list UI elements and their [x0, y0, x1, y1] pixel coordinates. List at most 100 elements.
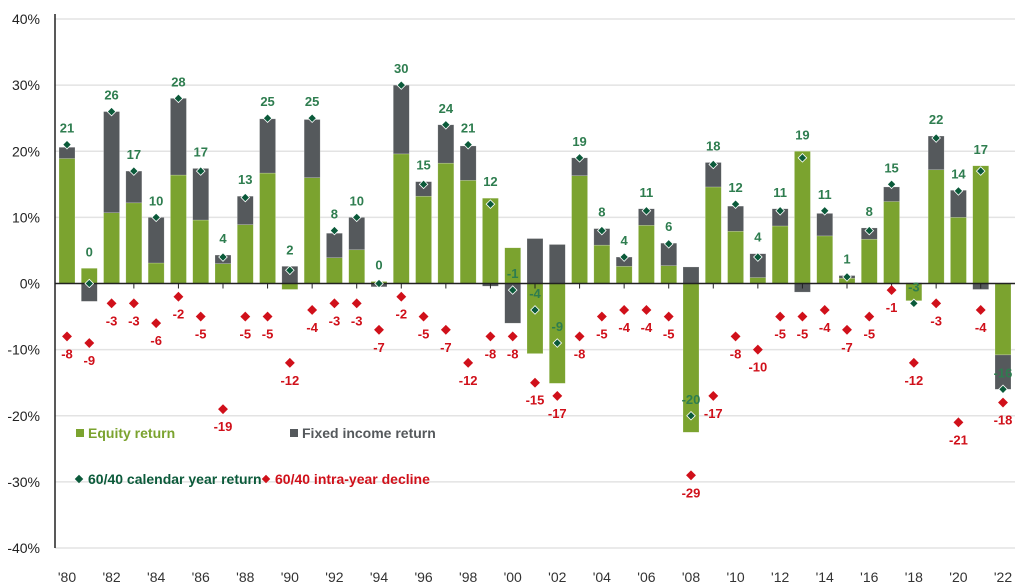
- x-tick-label: '20: [949, 569, 967, 585]
- x-tick-label: '12: [771, 569, 789, 585]
- intra-year-decline-label: -8: [61, 346, 73, 361]
- calendar-return-label: 21: [60, 121, 74, 136]
- intra-year-decline-label: -5: [262, 327, 274, 342]
- equity-bar: [705, 186, 722, 284]
- fixed-income-bar: [192, 168, 209, 221]
- intra-year-decline-label: -1: [886, 300, 898, 315]
- equity-bar: [771, 225, 789, 284]
- y-axis-ticks: 40% 30% 20% 10% 0% -10% -20% -30% -40%: [7, 11, 40, 556]
- intra-year-decline-marker: [975, 305, 986, 315]
- x-tick-label: '88: [236, 569, 254, 585]
- calendar-return-label: 28: [171, 74, 185, 89]
- intra-year-decline-label: -21: [949, 432, 968, 447]
- intra-year-decline-label: -5: [864, 327, 876, 342]
- intra-year-decline-label: -12: [904, 373, 923, 388]
- calendar-return-marker: [775, 205, 785, 216]
- calendar-return-label: 11: [818, 187, 832, 202]
- fixed-income-bar: [549, 244, 566, 284]
- intra-year-decline-label: -5: [240, 327, 252, 342]
- calendar-return-marker: [351, 212, 362, 223]
- calendar-return-label: 15: [884, 160, 898, 175]
- intra-year-decline-marker: [351, 298, 362, 309]
- calendar-return-label: 0: [86, 244, 93, 259]
- calendar-return-label: 8: [331, 207, 338, 222]
- intra-year-decline-marker: [329, 298, 340, 309]
- intra-year-decline-marker: [931, 298, 942, 309]
- intra-year-decline-label: -29: [682, 485, 701, 500]
- equity-bar: [883, 201, 900, 284]
- calendar-return-label: 8: [866, 204, 873, 219]
- calendar-return-marker: [842, 272, 852, 282]
- equity-bar: [170, 174, 187, 284]
- intra-year-decline-label: -5: [195, 327, 207, 342]
- equity-bar: [415, 195, 432, 284]
- intra-year-decline-marker: [62, 331, 72, 342]
- equity-bar: [326, 257, 343, 284]
- equity-bar: [303, 177, 321, 284]
- intra-year-decline-label: -10: [748, 360, 767, 375]
- intra-year-decline-label: -4: [618, 320, 630, 335]
- legend-label-decline: 60/40 intra-year decline: [275, 471, 430, 487]
- intra-year-decline-marker: [128, 298, 139, 309]
- intra-year-decline-label: -19: [214, 419, 233, 434]
- calendar-return-label: 17: [127, 147, 141, 162]
- calendar-return-marker: [307, 113, 317, 123]
- calendar-return-label: 12: [728, 180, 742, 195]
- calendar-return-marker: [151, 212, 161, 223]
- fixed-income-bar: [727, 205, 744, 232]
- calendar-return-marker: [975, 166, 986, 176]
- y-tick-label: 10%: [12, 209, 40, 225]
- calendar-return-label: 1: [843, 252, 850, 267]
- calendar-return-marker: [418, 179, 429, 190]
- calendar-return-label: -9: [552, 319, 564, 334]
- fixed-income-bar: [348, 217, 365, 251]
- equity-bar: [348, 249, 365, 284]
- y-tick-label: 30%: [12, 77, 40, 93]
- intra-year-decline-marker: [686, 470, 696, 481]
- intra-year-decline-marker: [530, 377, 540, 388]
- calendar-return-marker: [129, 166, 139, 176]
- calendar-return-label: 10: [149, 193, 163, 208]
- calendar-return-marker: [597, 225, 607, 236]
- equity-bar: [437, 162, 455, 284]
- equity-bar: [259, 172, 276, 284]
- equity-bar: [393, 153, 410, 284]
- intra-year-decline-label: -3: [930, 313, 942, 328]
- intra-year-decline-marker: [797, 311, 808, 322]
- calendar-return-label: 11: [640, 185, 654, 200]
- intra-year-decline-marker: [886, 285, 897, 296]
- calendar-return-label: 0: [375, 258, 382, 273]
- intra-year-decline-label: -5: [418, 327, 430, 342]
- intra-year-decline-marker: [663, 311, 674, 322]
- calendar-return-label: 30: [394, 61, 408, 76]
- calendar-return-label: 24: [439, 101, 454, 116]
- equity-bar: [571, 175, 588, 284]
- intra-year-decline-marker: [752, 344, 763, 355]
- data-labels: 21-80-926-317-310-628-217-54-1913-525-52…: [60, 61, 1013, 500]
- x-tick-label: '90: [281, 569, 299, 585]
- calendar-return-marker: [262, 113, 273, 123]
- intra-year-decline-label: -8: [574, 346, 586, 361]
- calendar-return-label: 19: [795, 127, 809, 142]
- fixed-income-bar: [259, 118, 276, 174]
- x-tick-label: '08: [682, 569, 700, 585]
- equity-bar: [927, 169, 945, 284]
- calendar-return-label: 15: [416, 158, 430, 173]
- intra-year-decline-marker: [284, 357, 295, 368]
- calendar-return-label: -20: [682, 392, 701, 407]
- equity-bar: [192, 219, 209, 284]
- calendar-return-marker: [240, 192, 251, 203]
- fixed-income-bar: [437, 124, 455, 164]
- calendar-return-label: 25: [260, 94, 274, 109]
- calendar-return-marker: [195, 166, 206, 176]
- calendar-return-label: 4: [621, 233, 629, 248]
- intra-year-decline-label: -5: [596, 327, 608, 342]
- intra-year-decline-marker: [953, 417, 964, 428]
- intra-year-decline-label: -6: [150, 333, 162, 348]
- intra-year-decline-label: -5: [774, 327, 786, 342]
- intra-year-decline-label: -4: [306, 320, 318, 335]
- x-tick-label: '22: [994, 569, 1012, 585]
- intra-year-decline-marker: [151, 318, 162, 329]
- intra-year-decline-label: -3: [106, 313, 118, 328]
- intra-year-decline-label: -5: [797, 327, 809, 342]
